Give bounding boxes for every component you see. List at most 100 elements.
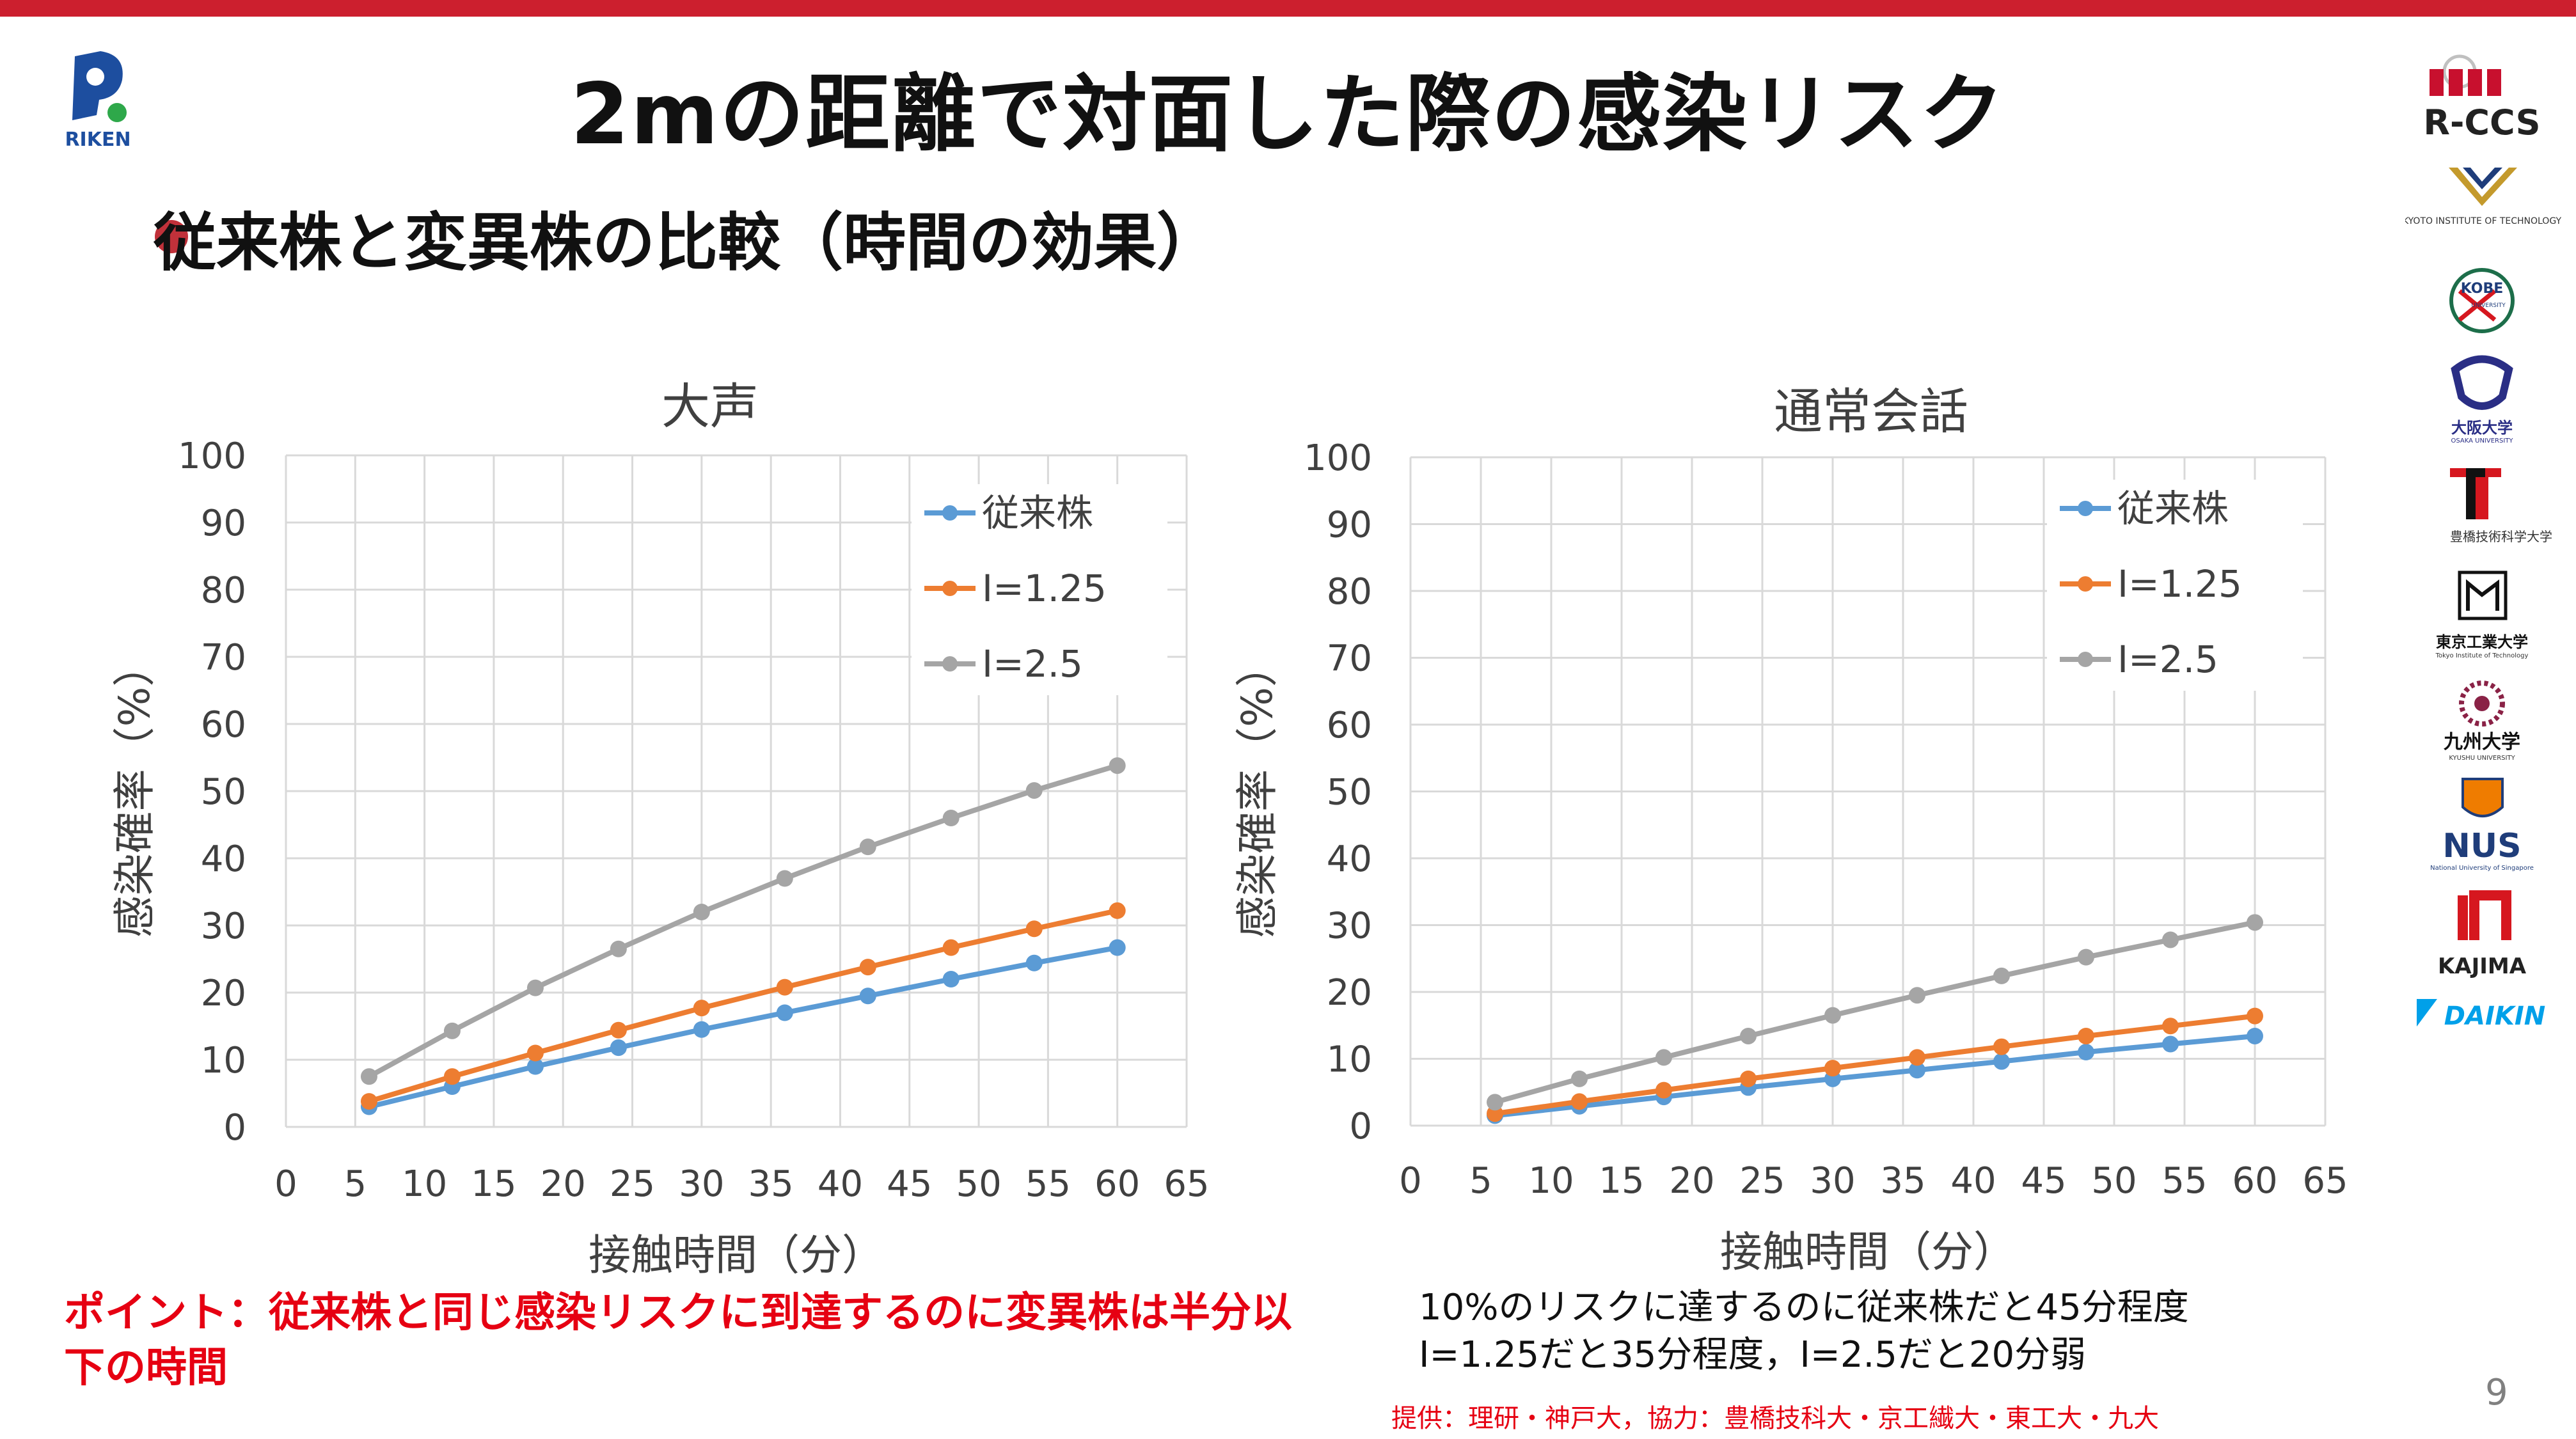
x-tick-label: 0 <box>1399 1160 1422 1202</box>
data-point-conventional <box>1025 954 1043 971</box>
data-point-i125 <box>2162 1018 2179 1035</box>
osaka-logo-text: 大阪大学 <box>2451 419 2513 437</box>
data-point-conventional <box>2247 1027 2263 1044</box>
data-point-i125 <box>776 979 793 996</box>
note-text: 10%のリスクに達するのに従来株だと45分程度 I=1.25だと35分程度，I=… <box>1419 1284 2189 1379</box>
x-tick-label: 20 <box>1669 1160 1714 1202</box>
series-line-conventional <box>368 945 1118 1110</box>
y-tick-label: 50 <box>1327 772 1372 814</box>
y-tick-label: 0 <box>223 1107 246 1149</box>
x-tick-label: 25 <box>610 1163 655 1205</box>
data-point-i125 <box>443 1068 461 1085</box>
kajima-logo: KAJIMA <box>2438 890 2527 979</box>
data-point-i25 <box>942 810 960 826</box>
data-point-i25 <box>693 904 710 920</box>
legend-label-i125: I=1.25 <box>2117 562 2242 606</box>
kyushu-logo-subtext: KYUSHU UNIVERSITY <box>2449 755 2515 762</box>
kajima-logo-text: KAJIMA <box>2438 954 2527 979</box>
data-point-conventional <box>610 1039 627 1057</box>
x-tick-label: 10 <box>402 1163 447 1205</box>
x-tick-label: 5 <box>344 1163 367 1205</box>
series-line-i25 <box>1494 920 2256 1105</box>
y-tick-label: 50 <box>201 771 246 813</box>
y-tick-label: 40 <box>201 838 246 880</box>
data-point-conventional <box>1909 1062 1925 1079</box>
x-tick-label: 40 <box>818 1163 863 1205</box>
x-tick-label: 25 <box>1739 1160 1785 1202</box>
data-point-i25 <box>2078 948 2094 966</box>
y-tick-label: 0 <box>1349 1106 1372 1147</box>
y-tick-label: 10 <box>1327 1039 1372 1081</box>
data-point-i125 <box>2078 1027 2094 1044</box>
data-point-i125 <box>1109 902 1126 919</box>
y-axis-label: 感染確率（%） <box>1233 645 1282 938</box>
data-point-i125 <box>2247 1007 2263 1025</box>
kyoto-tech-logo: KYOTO INSTITUTE OF TECHNOLOGY <box>2405 168 2561 226</box>
y-tick-label: 100 <box>1304 437 1372 479</box>
data-point-i25 <box>526 979 544 996</box>
legend-label-i25: I=2.5 <box>982 642 1083 686</box>
x-tick-label: 20 <box>541 1163 586 1205</box>
x-tick-label: 55 <box>2161 1160 2207 1202</box>
nus-logo-subtext: National University of Singapore <box>2430 865 2534 872</box>
x-tick-label: 30 <box>679 1163 724 1205</box>
data-point-i125 <box>1487 1105 1503 1122</box>
data-point-i25 <box>1993 967 2010 984</box>
data-point-i125 <box>942 939 960 956</box>
x-tick-label: 45 <box>2021 1160 2066 1202</box>
data-point-i25 <box>1909 987 1925 1004</box>
y-tick-label: 90 <box>1327 505 1372 546</box>
note-line-2: I=1.25だと35分程度，I=2.5だと20分弱 <box>1419 1334 2087 1376</box>
y-tick-label: 100 <box>178 436 246 477</box>
y-tick-label: 10 <box>201 1040 246 1081</box>
y-tick-label: 20 <box>1327 972 1372 1014</box>
data-point-i125 <box>1025 920 1043 938</box>
y-tick-label: 90 <box>201 503 246 544</box>
x-tick-label: 35 <box>1880 1160 1925 1202</box>
y-tick-label: 60 <box>1327 705 1372 746</box>
titech-logo-subtext: Tokyo Institute of Technology <box>2435 652 2529 659</box>
x-tick-label: 30 <box>1810 1160 1855 1202</box>
y-tick-label: 40 <box>1327 838 1372 880</box>
osaka-logo: 大阪大学 OSAKA UNIVERSITY <box>2451 355 2513 444</box>
x-tick-label: 5 <box>1469 1160 1492 1202</box>
y-tick-label: 30 <box>1327 906 1372 947</box>
series-line-i125 <box>368 908 1118 1104</box>
legend-marker-i25 <box>942 656 958 672</box>
kyoto-tech-logo-text: KYOTO INSTITUTE OF TECHNOLOGY <box>2405 216 2561 226</box>
y-tick-label: 20 <box>201 973 246 1014</box>
daikin-logo-text: DAIKIN <box>2444 1002 2545 1031</box>
data-point-i25 <box>360 1068 377 1085</box>
legend-marker-i125 <box>2078 576 2093 592</box>
x-axis-label: 接触時間（分） <box>589 1231 884 1280</box>
x-axis-label: 接触時間（分） <box>1720 1227 2016 1277</box>
x-tick-label: 60 <box>2232 1160 2277 1202</box>
data-point-conventional <box>1993 1053 2010 1070</box>
x-tick-label: 0 <box>274 1163 297 1205</box>
data-point-i125 <box>693 1000 710 1017</box>
y-axis-label: 感染確率（%） <box>110 645 159 938</box>
rccs-logo-text: R-CCS <box>2423 102 2540 143</box>
data-point-i25 <box>1655 1049 1672 1066</box>
data-point-conventional <box>776 1004 793 1021</box>
data-point-i25 <box>1025 782 1043 799</box>
kobe-logo: KOBE UNIVERSITY <box>2449 268 2515 333</box>
series-line-i25 <box>368 763 1118 1079</box>
data-point-i25 <box>1109 757 1126 775</box>
legend-label-i25: I=2.5 <box>2117 638 2218 681</box>
data-point-i25 <box>1824 1007 1841 1024</box>
x-tick-label: 15 <box>471 1163 516 1205</box>
data-point-conventional <box>693 1021 710 1038</box>
legend-label-i125: I=1.25 <box>982 567 1107 610</box>
x-tick-label: 65 <box>2302 1160 2348 1202</box>
data-point-i125 <box>1571 1093 1588 1110</box>
page-title: 2mの距離で対面した際の感染リスク <box>570 65 2006 164</box>
data-point-i25 <box>1571 1070 1588 1087</box>
top-accent-bar <box>0 0 2576 17</box>
toyohashi-logo: 豊橋技術科学大学 <box>2450 468 2552 544</box>
page-number: 9 <box>2485 1372 2508 1413</box>
titech-logo-text: 東京工業大学 <box>2436 633 2528 651</box>
x-tick-label: 40 <box>1950 1160 1996 1202</box>
y-tick-label: 80 <box>201 570 246 611</box>
x-tick-label: 10 <box>1528 1160 1574 1202</box>
